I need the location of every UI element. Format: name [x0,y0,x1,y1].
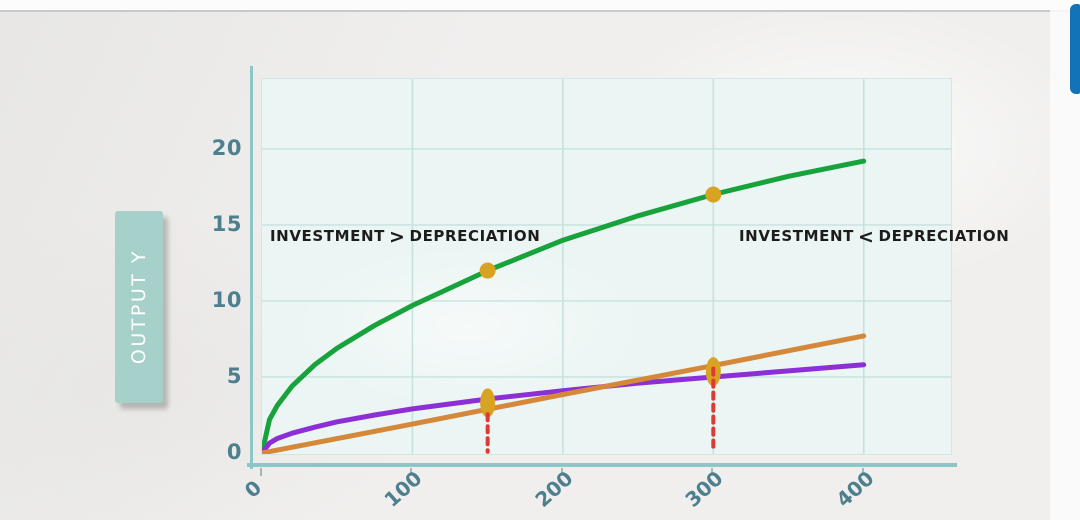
xtick-label-0: 0 [239,475,267,503]
xtick-mark-300 [711,468,714,476]
xtick-mark-0 [260,468,262,476]
annotation-right-text-b: DEPRECIATION [878,227,1010,245]
xtick-label-300: 300 [680,466,728,512]
y-axis-title-box: OUTPUT Y [115,211,163,403]
ytick-label-5: 5 [226,363,242,388]
series-0-curve [262,158,867,454]
ytick-label-10: 10 [211,287,242,312]
xtick-mark-100 [410,468,413,476]
gold-marker-ellipse-2 [480,388,496,418]
annotation-investment-gt-depreciation: INVESTMENT > DEPRECIATION [270,226,540,248]
gold-marker-circle-1 [705,186,722,203]
gold-marker-circle-0 [479,262,496,279]
annotation-investment-lt-depreciation: INVESTMENT < DEPRECIATION [739,226,1009,248]
chart-svg [262,79,951,454]
x-axis-line [247,463,957,467]
y-axis-line [250,66,253,469]
ytick-label-0: 0 [226,440,242,464]
ytick-label-15: 15 [211,211,242,236]
xtick-mark-200 [560,468,563,476]
scrollbar-thumb[interactable] [1070,4,1080,94]
xtick-label-200: 200 [530,466,578,512]
xtick-label-100: 100 [379,466,427,512]
plot-area [261,78,952,455]
series-1-curve [262,362,867,454]
y-axis-title: OUTPUT Y [128,249,150,365]
greater-than-symbol: > [388,226,406,248]
xtick-mark-400 [861,468,864,476]
ytick-label-20: 20 [211,135,242,160]
less-than-symbol: < [857,226,875,248]
annotation-right-text-a: INVESTMENT [739,227,854,245]
annotation-left-text-b: DEPRECIATION [409,227,541,245]
series-2-curve [262,333,867,454]
annotation-left-text-a: INVESTMENT [270,227,385,245]
xtick-label-400: 400 [831,466,879,512]
top-strip [0,0,1080,12]
